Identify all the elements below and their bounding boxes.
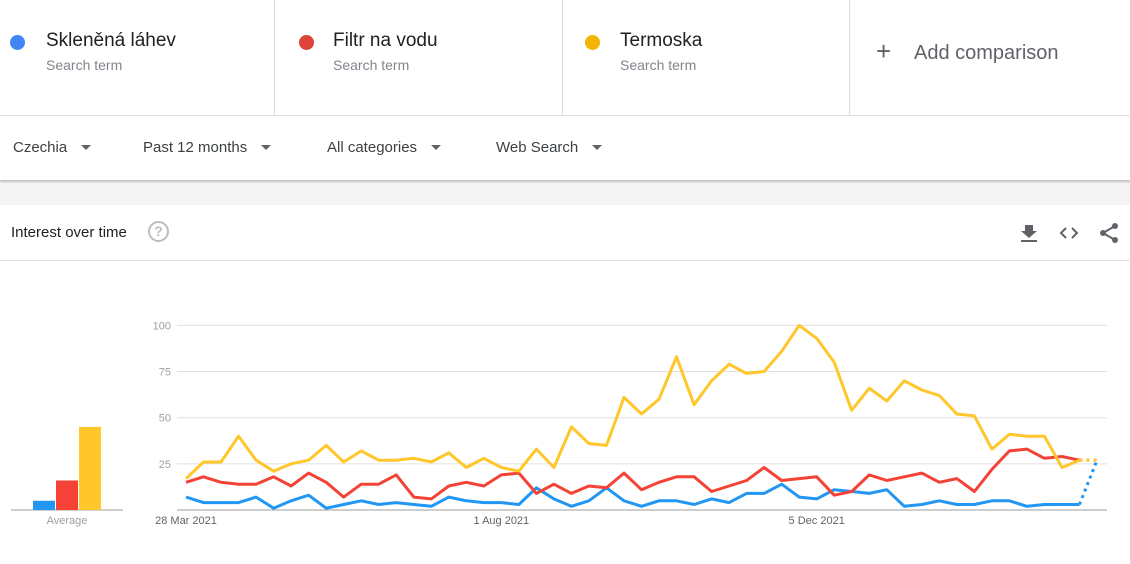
y-tick-label: 25 [159,459,171,471]
y-tick-label: 75 [159,367,171,379]
y-tick-label: 100 [153,320,171,332]
region-value: Czechia [13,139,68,156]
region-dropdown[interactable]: Czechia [13,139,92,156]
term-card-1[interactable]: Skleněná láhev Search term [0,0,275,116]
term-name: Termoska [620,30,703,51]
average-bar[interactable] [79,426,101,510]
term-name: Skleněná láhev [46,30,176,51]
category-value: All categories [327,139,418,156]
term-card-2[interactable]: Filtr na vodu Search term [275,0,563,116]
add-comparison-button[interactable]: + Add comparison [850,0,1130,116]
term-subtitle: Search term [46,57,123,73]
filter-bar: Czechia Past 12 months All categories We… [0,116,1130,180]
card-title: Interest over time [11,224,127,241]
term-name: Filtr na vodu [333,30,438,51]
term-color-dot [10,35,25,50]
section-divider [0,180,1130,205]
x-tick-label: 1 Aug 2021 [474,515,530,527]
interest-over-time-chart[interactable]: Average 25 50 75 100 28 Mar 2021 1 Aug 2021 5 D… [0,262,1130,562]
help-icon[interactable]: ? [148,221,169,242]
series-line[interactable] [185,482,1080,510]
average-bar[interactable] [56,480,78,510]
category-dropdown[interactable]: All categories [327,139,442,156]
time-range-value: Past 12 months [143,139,248,156]
caret-down-icon [431,145,442,150]
plus-icon: + [876,36,892,66]
term-card-3[interactable]: Termoska Search term [563,0,850,116]
download-icon[interactable] [1017,221,1041,245]
caret-down-icon [592,145,603,150]
term-color-dot [299,35,314,50]
embed-icon[interactable] [1057,221,1081,245]
average-label: Average [47,515,88,527]
average-bar[interactable] [33,500,55,510]
share-icon[interactable] [1097,221,1121,245]
search-type-dropdown[interactable]: Web Search [496,139,603,156]
x-tick-label: 28 Mar 2021 [155,515,217,527]
comparison-terms-bar: Skleněná láhev Search term Filtr na vodu… [0,0,1130,116]
search-type-value: Web Search [496,139,579,156]
time-range-dropdown[interactable]: Past 12 months [143,139,272,156]
add-comparison-label: Add comparison [914,42,1059,64]
card-header: Interest over time ? [0,205,1130,261]
x-tick-label: 5 Dec 2021 [789,515,845,527]
term-color-dot [585,35,600,50]
term-subtitle: Search term [333,57,410,73]
term-subtitle: Search term [620,57,697,73]
caret-down-icon [81,145,92,150]
chart-canvas[interactable]: Average 25 50 75 100 28 Mar 2021 1 Aug 2021 5 D… [0,262,1130,562]
caret-down-icon [261,145,272,150]
series-line[interactable] [185,447,1080,501]
series-line[interactable] [184,323,1081,480]
y-tick-label: 50 [159,413,171,425]
partial-data-segment [1078,459,1099,506]
